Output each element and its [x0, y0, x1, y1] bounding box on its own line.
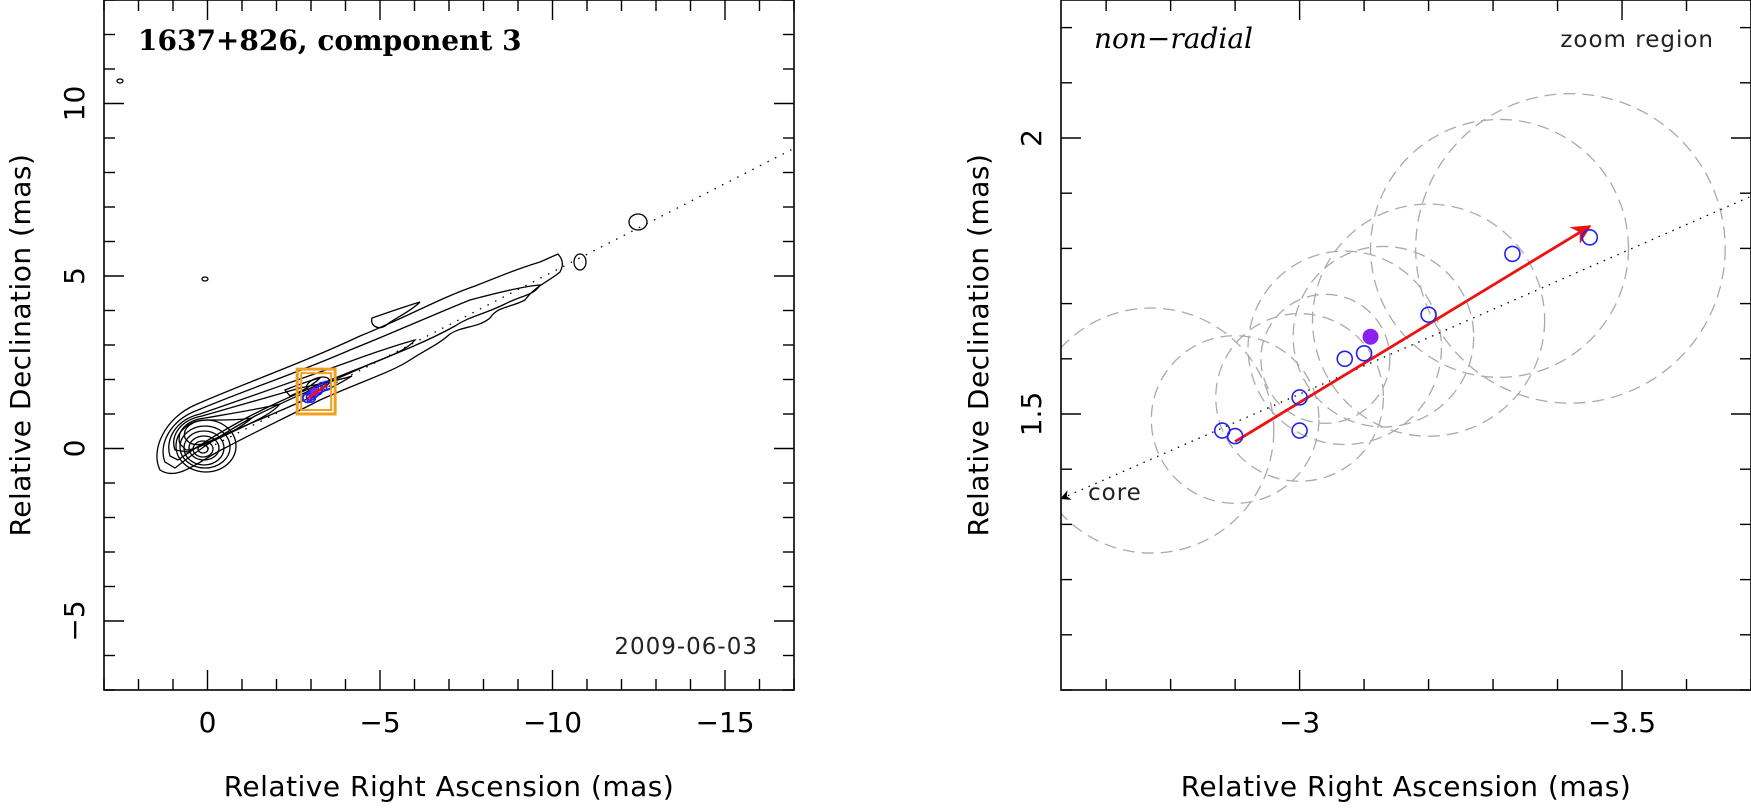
y-tick-label: 5 — [58, 267, 91, 285]
scatter-point — [1336, 350, 1354, 368]
right-plot-frame — [1060, 0, 1751, 691]
left-component-marker — [305, 392, 317, 404]
x-tick-label: −10 — [523, 706, 582, 739]
error-circle — [1247, 250, 1443, 446]
y-tick-label: −5 — [58, 600, 91, 641]
right-ridge-line — [1061, 195, 1751, 500]
left-panel: 0 −5 −10 −15 −5 0 5 10 1637+826, component 3 2… — [4, 0, 795, 803]
scatter-point — [1355, 344, 1373, 362]
left-motion-vector — [306, 384, 328, 400]
scatter-point — [1291, 389, 1308, 406]
error-circle — [1369, 118, 1630, 379]
error-circle — [1415, 92, 1726, 404]
left-y-axis-title: Relative Declination (mas) — [4, 154, 37, 537]
scatter-point — [1291, 422, 1308, 439]
y-tick-label: 10 — [58, 86, 91, 122]
y-tick-label: 1.5 — [1015, 392, 1048, 437]
error-circle — [1061, 307, 1275, 554]
right-x-ticks: −3 −3.5 — [1105, 0, 1751, 739]
left-component-marker — [317, 381, 328, 392]
scatter-point — [1226, 427, 1244, 445]
error-circles — [1061, 92, 1726, 554]
contour-map — [116, 78, 648, 475]
zoom-box — [295, 367, 337, 416]
y-tick-label: 2 — [1015, 129, 1048, 147]
x-tick-label: −3 — [1279, 706, 1320, 739]
right-data-points — [1213, 229, 1599, 445]
left-plot-frame — [103, 0, 795, 691]
left-y-ticks: −5 0 5 10 — [58, 0, 794, 691]
right-y-axis-title: Relative Declination (mas) — [962, 154, 995, 537]
x-tick-label: −3.5 — [1588, 706, 1656, 739]
zoom-box-inner — [300, 372, 333, 411]
left-x-axis-title: Relative Right Ascension (mas) — [224, 770, 675, 803]
error-circle — [1260, 293, 1391, 424]
scatter-point — [1581, 229, 1599, 246]
left-x-ticks: 0 −5 −10 −15 — [103, 0, 795, 739]
x-tick-label: −5 — [359, 706, 400, 739]
x-tick-label: 0 — [199, 706, 217, 739]
error-circle — [1215, 312, 1385, 482]
y-tick-label: 0 — [58, 440, 91, 458]
core-label: core — [1088, 480, 1142, 506]
reference-point — [1362, 328, 1379, 345]
scatter-point — [1504, 245, 1521, 263]
left-title: 1637+826, component 3 — [138, 24, 522, 57]
scatter-point — [1420, 306, 1437, 323]
x-tick-label: −15 — [695, 706, 754, 739]
right-y-ticks: 1.52 — [1015, 26, 1751, 691]
right-panel: −3 −3.5 1.52 non−radial zoom region core … — [962, 0, 1751, 803]
right-motion-vector — [1234, 225, 1592, 443]
right-title: non−radial — [1094, 22, 1253, 55]
error-circle — [1150, 335, 1320, 505]
error-circle — [1311, 203, 1546, 437]
right-x-axis-title: Relative Right Ascension (mas) — [1181, 770, 1632, 803]
right-zoom-label: zoom region — [1560, 27, 1714, 53]
left-date-label: 2009-06-03 — [614, 634, 758, 660]
left-ridge-line — [207, 147, 794, 450]
